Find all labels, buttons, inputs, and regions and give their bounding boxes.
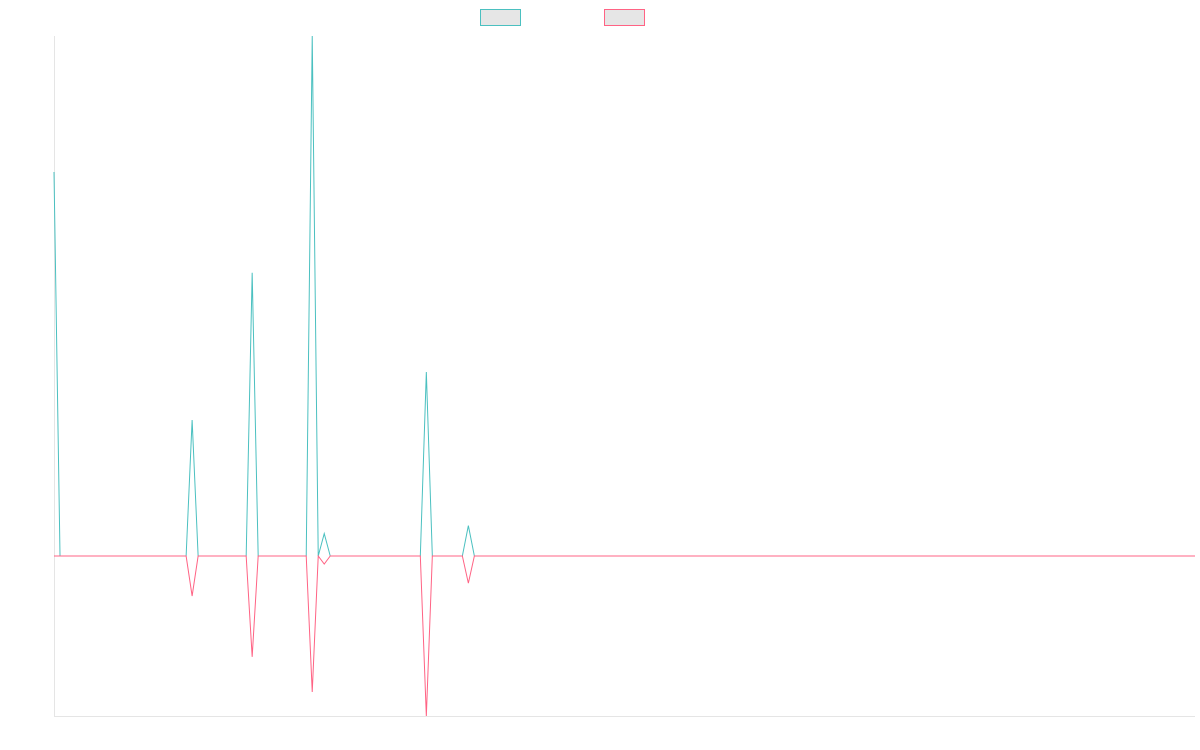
legend-swatch-series-1[interactable]: [480, 9, 521, 26]
series-line-1: [53, 35, 1195, 557]
legend: [480, 9, 645, 26]
plot-area: [53, 35, 1195, 717]
legend-swatch-series-2[interactable]: [604, 9, 645, 26]
series-line-2: [54, 554, 1195, 717]
series-layer: [53, 35, 1195, 717]
